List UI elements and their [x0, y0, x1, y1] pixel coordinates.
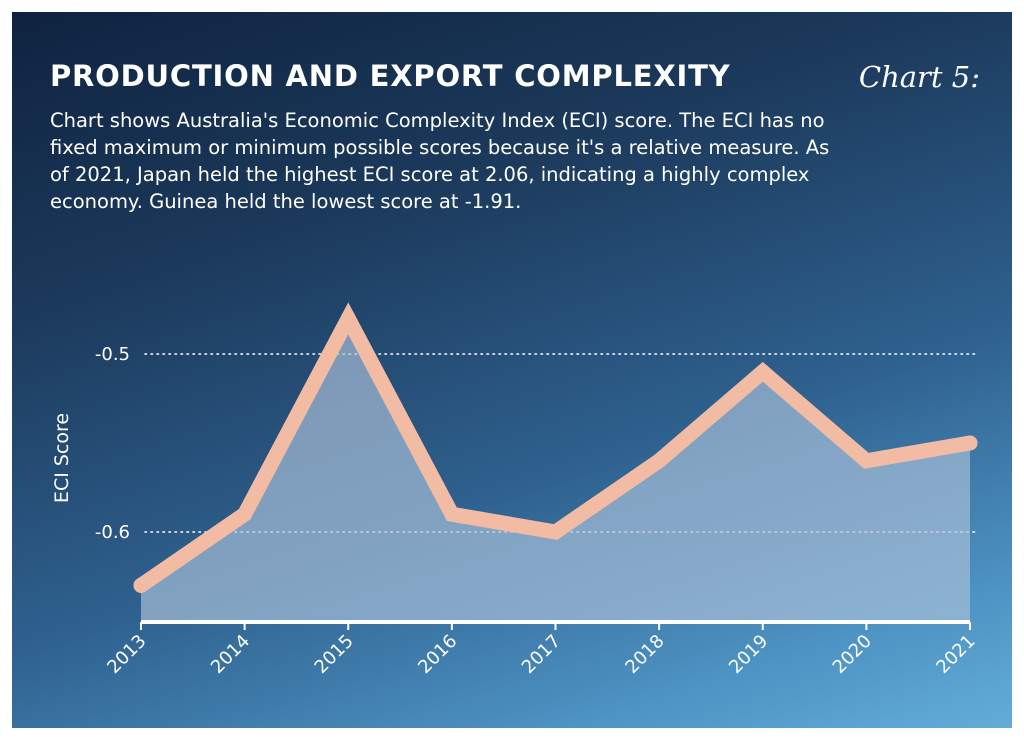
x-tick-label: 2018 [621, 631, 668, 678]
x-tick-label: 2021 [932, 631, 979, 678]
y-axis-title: ECI Score [51, 413, 73, 503]
data-point [340, 310, 356, 326]
x-tick-label: 2016 [414, 631, 461, 678]
x-tick-label: 2013 [103, 631, 150, 678]
eci-area-chart: -0.5 -0.6 ECI Score 2013 2014 2015 2016 2017 201… [51, 302, 980, 678]
data-point [962, 435, 978, 451]
chart-description: Chart shows Australia's Economic Complex… [50, 109, 830, 213]
data-point [237, 506, 253, 522]
chart-number-label: Chart 5: [858, 60, 980, 94]
x-tick-label: 2020 [829, 631, 876, 678]
y-tick-label: -0.5 [95, 344, 130, 365]
data-point [548, 524, 563, 540]
data-point [444, 506, 460, 522]
series-area [141, 318, 970, 622]
chart-title: PRODUCTION AND EXPORT COMPLEXITY [50, 59, 731, 93]
data-point [133, 577, 149, 593]
data-point [651, 453, 667, 469]
x-tick-label: 2014 [207, 631, 254, 678]
x-tick-label: 2017 [518, 631, 565, 678]
chart-card: PRODUCTION AND EXPORT COMPLEXITY Chart 5… [12, 12, 1012, 728]
x-tick-label: 2015 [311, 631, 358, 678]
y-tick-label: -0.6 [95, 522, 130, 543]
data-point [755, 364, 771, 380]
x-tick-label: 2019 [725, 631, 772, 678]
data-point [858, 453, 874, 469]
